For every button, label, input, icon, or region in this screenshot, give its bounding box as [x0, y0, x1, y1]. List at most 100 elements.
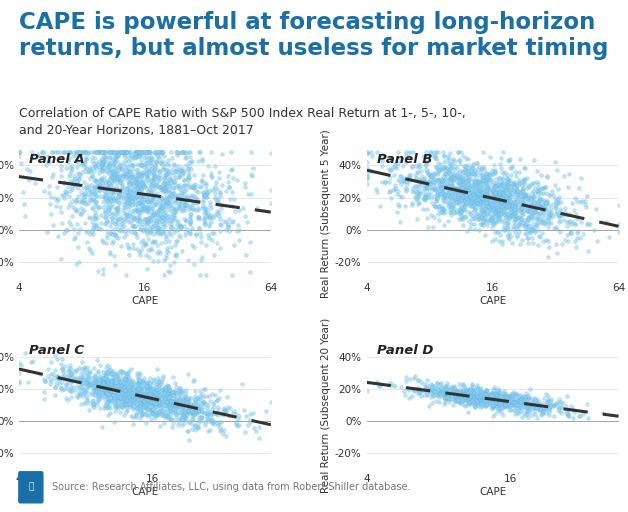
- Point: [432, 167, 442, 175]
- Point: [194, 403, 204, 411]
- Point: [494, 199, 504, 207]
- Point: [440, 395, 450, 403]
- Point: [94, 203, 104, 211]
- Point: [550, 181, 560, 189]
- Point: [169, 228, 179, 237]
- Point: [148, 208, 158, 217]
- Point: [135, 385, 145, 393]
- Point: [419, 177, 429, 185]
- Point: [490, 389, 501, 397]
- Point: [449, 387, 459, 395]
- Point: [507, 199, 517, 207]
- Point: [168, 419, 178, 427]
- Point: [116, 386, 126, 394]
- Point: [127, 393, 137, 401]
- Point: [148, 398, 158, 406]
- Point: [109, 156, 119, 164]
- Point: [445, 393, 455, 401]
- Point: [486, 392, 496, 400]
- Point: [178, 412, 188, 420]
- Point: [72, 174, 82, 182]
- Point: [414, 175, 424, 183]
- Point: [144, 148, 154, 157]
- Point: [62, 226, 72, 234]
- Point: [471, 168, 481, 177]
- Point: [165, 183, 175, 191]
- Point: [445, 194, 455, 202]
- Point: [175, 387, 185, 395]
- Point: [117, 401, 127, 410]
- Point: [67, 185, 77, 193]
- Point: [429, 175, 439, 183]
- Point: [131, 180, 141, 188]
- Point: [94, 379, 104, 387]
- Point: [143, 399, 153, 408]
- Point: [125, 169, 135, 177]
- Point: [480, 195, 490, 203]
- Point: [436, 379, 446, 388]
- Point: [533, 241, 543, 249]
- Point: [490, 208, 500, 216]
- Point: [107, 377, 117, 386]
- Point: [119, 390, 129, 398]
- Point: [108, 190, 118, 199]
- Point: [94, 148, 104, 157]
- Point: [507, 180, 517, 188]
- Point: [141, 148, 151, 157]
- Point: [428, 388, 438, 396]
- Point: [474, 196, 484, 204]
- Point: [148, 196, 158, 204]
- Point: [463, 161, 473, 169]
- Point: [489, 194, 499, 202]
- Point: [101, 383, 111, 392]
- Point: [245, 238, 255, 246]
- Point: [558, 399, 568, 407]
- Point: [470, 179, 480, 187]
- Point: [516, 204, 526, 212]
- Point: [117, 381, 127, 389]
- Point: [479, 195, 489, 203]
- Point: [122, 400, 132, 408]
- Point: [111, 390, 121, 398]
- Point: [164, 199, 174, 207]
- Point: [551, 399, 561, 408]
- Point: [483, 177, 493, 185]
- Point: [489, 196, 499, 204]
- Point: [130, 383, 140, 391]
- Point: [141, 203, 151, 211]
- Point: [416, 178, 426, 186]
- Point: [113, 189, 123, 197]
- Point: [133, 170, 143, 178]
- Point: [173, 391, 183, 399]
- Point: [75, 210, 85, 218]
- Point: [185, 214, 195, 222]
- Point: [461, 384, 471, 392]
- Point: [60, 148, 70, 157]
- Point: [502, 224, 512, 232]
- Point: [464, 397, 474, 406]
- Point: [208, 410, 218, 418]
- Point: [91, 387, 101, 395]
- Point: [519, 216, 529, 224]
- Point: [105, 404, 115, 412]
- Point: [143, 397, 153, 405]
- Point: [414, 389, 425, 397]
- Point: [463, 187, 473, 195]
- Point: [124, 192, 134, 200]
- Point: [137, 148, 147, 157]
- Point: [164, 212, 174, 220]
- Point: [78, 386, 88, 394]
- Point: [565, 217, 575, 225]
- Point: [570, 209, 580, 218]
- Point: [425, 175, 435, 183]
- Point: [121, 376, 131, 384]
- Point: [151, 385, 161, 393]
- Point: [507, 390, 517, 398]
- Point: [120, 148, 130, 157]
- Point: [429, 192, 439, 200]
- Point: [435, 187, 445, 196]
- Point: [185, 230, 195, 238]
- Point: [121, 211, 131, 219]
- Point: [477, 198, 487, 206]
- Point: [141, 184, 151, 193]
